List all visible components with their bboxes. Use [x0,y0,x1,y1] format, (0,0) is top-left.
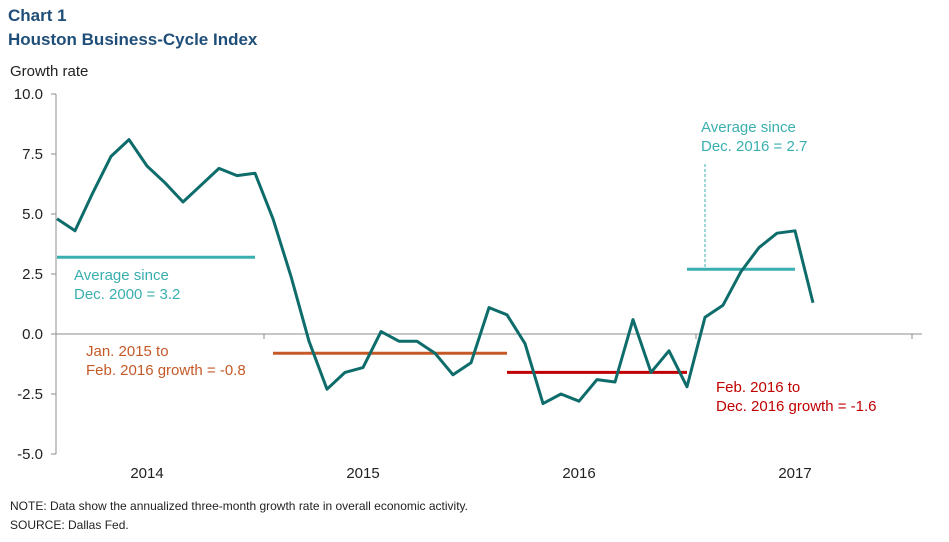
y-tick-label: 5.0 [22,206,43,223]
y-tick-label: 2.5 [22,266,43,283]
footnote: NOTE: Data show the annualized three-mon… [10,499,468,513]
axes: 10.0 7.5 5.0 2.5 0.0 -2.5 -5.0 2014 2015 2016 2017 [14,86,922,482]
y-tick-label: -2.5 [17,386,43,403]
source: SOURCE: Dallas Fed. [10,518,129,532]
annotation-label: Average since Dec. 2000 = 3.2 [74,267,180,303]
x-tick-label: 2014 [130,465,163,482]
chart-title: Houston Business-Cycle Index [8,30,258,49]
y-tick-label: 0.0 [22,326,43,343]
x-tick-label: 2016 [562,465,595,482]
y-axis-label: Growth rate [10,63,89,80]
x-tick-label: 2015 [346,465,379,482]
y-tick-label: -5.0 [17,446,43,463]
annotations: Average since Dec. 2000 = 3.2 Jan. 2015 to… [74,119,877,415]
annotation-label: Average since Dec. 2016 = 2.7 [701,119,807,155]
annotation-label: Jan. 2015 to Feb. 2016 growth = -0.8 [86,343,246,379]
y-tick-label: 7.5 [22,146,43,163]
series-line [56,138,815,406]
chart-number: Chart 1 [8,6,67,25]
y-tick-label: 10.0 [14,86,43,103]
series-lines [56,138,815,406]
annotation-label: Feb. 2016 to Dec. 2016 growth = -1.6 [716,379,877,415]
x-tick-label: 2017 [778,465,811,482]
